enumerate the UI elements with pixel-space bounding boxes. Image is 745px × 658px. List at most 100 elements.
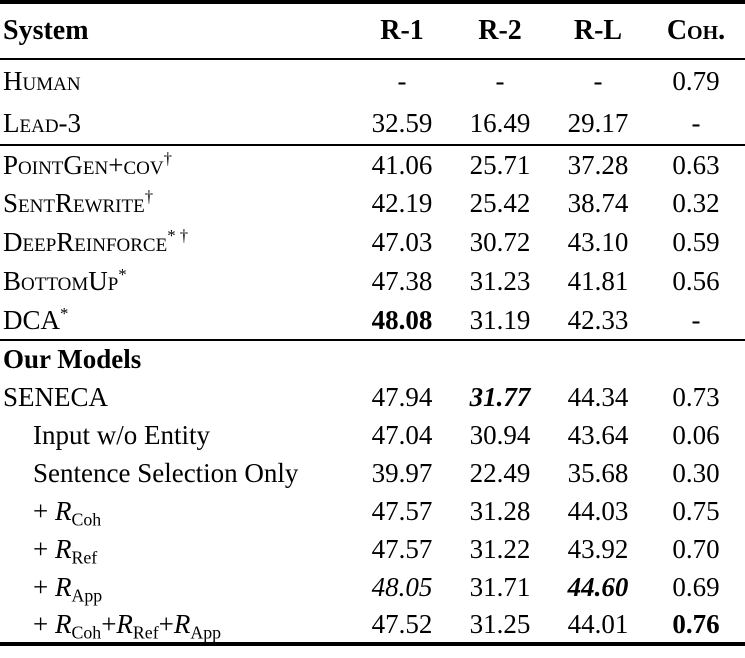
- text-part-sup: †: [144, 187, 154, 206]
- text-part-b: Our Models: [3, 344, 142, 374]
- text-part-sub: Coh: [71, 508, 102, 529]
- system-name-cell: Sentence Selection Only: [0, 454, 353, 492]
- text-part-sc: Coh.: [666, 15, 726, 46]
- text-part-plain: 0.56: [672, 266, 720, 296]
- score-cell-r1: 47.57: [353, 530, 451, 568]
- col-header-r2: R-2: [451, 2, 549, 59]
- text-part-plain: 47.04: [371, 419, 433, 450]
- text-part-plain: +: [101, 608, 117, 639]
- row-our-models-header: Our Models: [0, 340, 745, 378]
- score-cell-r2: 25.42: [451, 184, 549, 223]
- text-part-sup: * †: [167, 226, 189, 245]
- score-cell-r2: -: [451, 59, 549, 102]
- text-part-sup: *: [60, 303, 69, 323]
- text-part-plain: 0.79: [672, 65, 720, 96]
- system-name-cell: Input w/o Entity: [0, 416, 353, 454]
- text-part-sub: App: [71, 584, 103, 605]
- system-name-cell: SENECA: [0, 378, 353, 416]
- system-name-cell: DeepReinforce* †: [0, 223, 353, 262]
- score-cell-rl: 35.68: [549, 454, 647, 492]
- score-cell-r1: 48.08: [353, 301, 451, 340]
- score-cell-coh: 0.70: [647, 530, 745, 568]
- score-cell-rl: 44.34: [549, 378, 647, 416]
- score-cell-r2: 16.49: [451, 102, 549, 145]
- text-part-plain: 39.97: [371, 457, 433, 488]
- system-name-cell: BottomUp*: [0, 262, 353, 301]
- text-part-mi: R: [54, 495, 72, 526]
- text-part-plain: 37.28: [567, 149, 629, 180]
- score-cell-r1: 47.57: [353, 492, 451, 530]
- text-part-plain: Sentence Selection Only: [33, 457, 299, 488]
- score-cell-coh: 0.79: [647, 59, 745, 102]
- score-cell-r2: 30.94: [451, 416, 549, 454]
- text-part-bi: 31.77: [469, 381, 531, 412]
- score-cell-r1: 47.38: [353, 262, 451, 301]
- row-r-coh-ref-app: + RCoh+RRef+RApp 47.52 31.25 44.01 0.76: [0, 606, 745, 644]
- text-part-plain: 43.10: [567, 227, 629, 257]
- text-part-mi: R: [173, 608, 191, 639]
- text-part-plain: -: [495, 65, 505, 96]
- score-cell-r1: [353, 340, 451, 378]
- row-r-app: + RApp 48.05 31.71 44.60 0.69: [0, 568, 745, 606]
- score-cell-coh: -: [647, 301, 745, 340]
- text-part-sc: Human: [3, 65, 81, 96]
- row-r-ref: + RRef 47.57 31.22 43.92 0.70: [0, 530, 745, 568]
- text-part-plain: 25.71: [469, 149, 531, 180]
- text-part-sc: SentRewrite: [3, 188, 145, 218]
- text-part-plain: SENECA: [3, 381, 109, 412]
- text-part-plain: +: [158, 608, 174, 639]
- text-part-plain: -: [691, 107, 701, 138]
- system-name-cell: Lead-3: [0, 102, 353, 145]
- text-part-plain: 0.75: [672, 495, 720, 526]
- text-part-plain: +: [33, 571, 55, 602]
- section-baselines-upper: Human - - - 0.79 Lead-3 32.59 16.49 29.17 -: [0, 59, 745, 145]
- text-part-plain: 31.23: [469, 266, 531, 296]
- score-cell-coh: 0.56: [647, 262, 745, 301]
- system-name-cell: Human: [0, 59, 353, 102]
- text-part-b: 0.76: [672, 608, 720, 639]
- score-cell-coh: 0.63: [647, 145, 745, 184]
- score-cell-r1: 42.19: [353, 184, 451, 223]
- system-name-cell: + RApp: [0, 568, 353, 606]
- text-part-i: 48.05: [371, 571, 433, 602]
- text-part-plain: 41.81: [567, 266, 629, 296]
- score-cell-r2: 31.77: [451, 378, 549, 416]
- score-cell-r1: 47.04: [353, 416, 451, 454]
- section-baselines-lower: PointGen+cov† 41.06 25.71 37.28 0.63 SentRewr…: [0, 145, 745, 340]
- text-part-sc: DeepReinforce: [3, 227, 168, 257]
- text-part-b: 48.08: [371, 304, 433, 335]
- text-part-sub: Ref: [132, 621, 159, 642]
- row-human: Human - - - 0.79: [0, 59, 745, 102]
- score-cell-r2: 31.19: [451, 301, 549, 340]
- table-header: System R-1 R-2 R-L Coh.: [0, 2, 745, 59]
- row-lead-3: Lead-3 32.59 16.49 29.17 -: [0, 102, 745, 145]
- score-cell-coh: -: [647, 102, 745, 145]
- text-part-sub: Coh: [71, 621, 102, 642]
- text-part-plain: 35.68: [567, 457, 629, 488]
- score-cell-r2: [451, 340, 549, 378]
- text-part-plain: 0.70: [672, 533, 720, 564]
- text-part-plain: 0.06: [672, 419, 720, 450]
- text-part-plain: 31.25: [469, 608, 531, 639]
- score-cell-r2: 31.25: [451, 606, 549, 644]
- score-cell-coh: 0.59: [647, 223, 745, 262]
- system-name-cell: PointGen+cov†: [0, 145, 353, 184]
- section-our-models: Our Models SENECA 47.94 31.77 44.34 0.73 Input…: [0, 340, 745, 644]
- text-part-mi: R: [54, 608, 72, 639]
- text-part-plain: 0.73: [672, 381, 720, 412]
- header-row: System R-1 R-2 R-L Coh.: [0, 2, 745, 59]
- system-name-cell: DCA*: [0, 301, 353, 340]
- text-part-plain: +: [33, 495, 55, 526]
- row-pointgen-cov: PointGen+cov† 41.06 25.71 37.28 0.63: [0, 145, 745, 184]
- text-part-plain: 0.59: [672, 227, 720, 257]
- score-cell-r2: 22.49: [451, 454, 549, 492]
- score-cell-r1: 47.52: [353, 606, 451, 644]
- text-part-plain: DCA: [3, 304, 61, 335]
- text-part-plain: 25.42: [469, 188, 531, 218]
- text-part-plain: 0.32: [672, 188, 720, 218]
- text-part-plain: R-2: [478, 15, 522, 46]
- text-part-plain: 31.28: [469, 495, 531, 526]
- text-part-sub: Ref: [71, 546, 98, 567]
- row-sentence-selection-only: Sentence Selection Only 39.97 22.49 35.68 0.…: [0, 454, 745, 492]
